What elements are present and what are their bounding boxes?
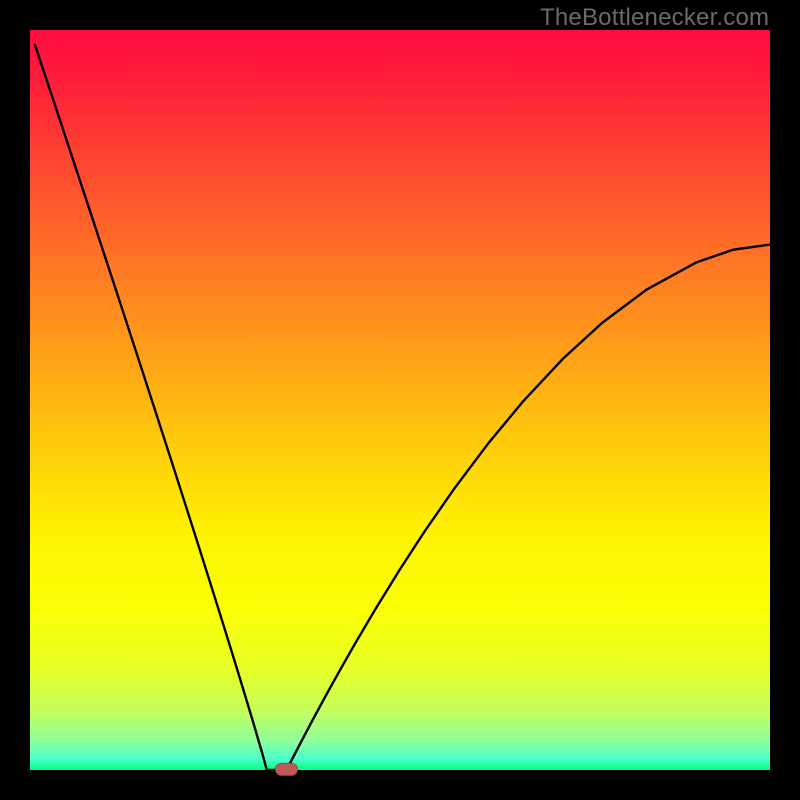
minimum-marker	[276, 763, 298, 775]
chart-container: TheBottlenecker.com	[0, 0, 800, 800]
bottleneck-curve	[35, 45, 770, 770]
curve-overlay	[0, 0, 800, 800]
